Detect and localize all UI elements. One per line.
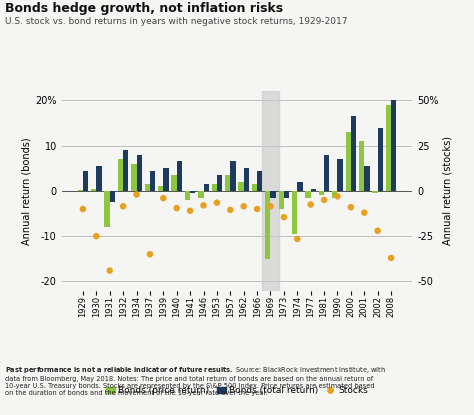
Stocks (106, 267, 113, 274)
Bar (137, 155, 142, 191)
Stocks (320, 197, 328, 203)
Bar (177, 161, 182, 191)
Bar (185, 191, 190, 200)
Bar (332, 191, 337, 198)
Bar (372, 191, 378, 193)
Legend: Bonds (price return), Bonds (total return), Stocks: Bonds (price return), Bonds (total retur… (102, 383, 372, 399)
Stocks (387, 254, 395, 261)
Bar (279, 191, 284, 209)
Stocks (186, 208, 194, 214)
Stocks (173, 205, 181, 211)
Bar (211, 184, 217, 191)
Stocks (280, 214, 288, 220)
Stocks (361, 209, 368, 216)
Bar (378, 127, 383, 191)
Stocks (334, 193, 341, 200)
Bar (158, 186, 164, 191)
Stocks (146, 251, 154, 258)
Bar (238, 182, 244, 191)
Stocks (119, 203, 127, 210)
Bar (319, 191, 324, 195)
Stocks (240, 203, 247, 210)
Bar (150, 171, 155, 191)
Bar (292, 191, 297, 234)
Bar (109, 191, 115, 202)
Stocks (160, 195, 167, 201)
Bar (164, 168, 169, 191)
Bar (252, 184, 257, 191)
Bar (83, 171, 88, 191)
Stocks (227, 207, 234, 213)
Bar (271, 191, 276, 198)
Y-axis label: Annual return (stocks): Annual return (stocks) (443, 137, 453, 245)
Bar (359, 141, 365, 191)
Bar (351, 116, 356, 191)
Bar (131, 164, 137, 191)
Bar (391, 100, 396, 191)
Stocks (79, 206, 87, 212)
Bar (217, 175, 222, 191)
Bar (203, 184, 209, 191)
Bar (96, 166, 102, 191)
Bar (225, 175, 230, 191)
Stocks (307, 201, 314, 208)
Bar (346, 132, 351, 191)
Bar (230, 161, 236, 191)
Bar (257, 171, 263, 191)
Bar (265, 191, 271, 259)
Bar (171, 175, 177, 191)
Stocks (347, 204, 355, 210)
Bar (78, 190, 83, 191)
Stocks (213, 199, 221, 206)
Bar (386, 105, 391, 191)
Stocks (200, 202, 207, 209)
Y-axis label: Annual return (bonds): Annual return (bonds) (21, 137, 31, 245)
Bar (123, 150, 128, 191)
Bar (118, 159, 123, 191)
Text: Bonds hedge growth, not inflation risks: Bonds hedge growth, not inflation risks (5, 2, 283, 15)
Bar (145, 184, 150, 191)
Bar (310, 189, 316, 191)
Bar (365, 166, 370, 191)
Bar (324, 155, 329, 191)
Bar (262, 91, 279, 290)
Text: U.S. stock vs. bond returns in years with negative stock returns, 1929-2017: U.S. stock vs. bond returns in years wit… (5, 17, 347, 27)
Bar (198, 191, 203, 198)
Stocks (293, 236, 301, 242)
Bar (190, 191, 195, 193)
Text: $\bf{Past\ performance\ is\ not\ a\ reliable\ indicator\ of\ future\ results.}$ : $\bf{Past\ performance\ is\ not\ a\ reli… (5, 365, 386, 396)
Bar (284, 191, 289, 198)
Bar (337, 159, 343, 191)
Bar (297, 182, 303, 191)
Stocks (133, 191, 140, 198)
Bar (305, 191, 310, 198)
Stocks (92, 233, 100, 239)
Bar (104, 191, 109, 227)
Stocks (253, 206, 261, 212)
Stocks (374, 227, 382, 234)
Bar (244, 168, 249, 191)
Bar (91, 189, 96, 191)
Stocks (267, 203, 274, 210)
